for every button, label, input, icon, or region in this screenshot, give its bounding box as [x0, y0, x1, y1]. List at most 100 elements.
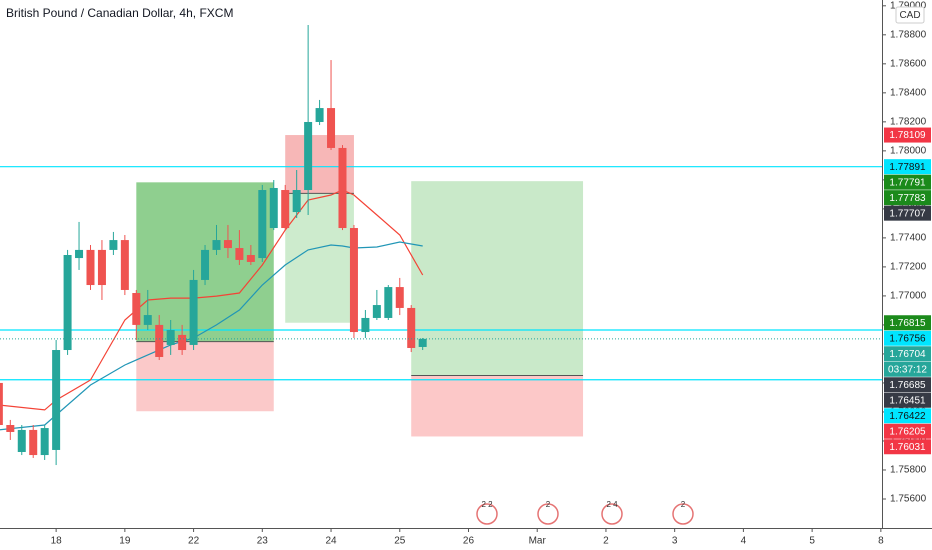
- candle-body: [155, 324, 164, 357]
- x-tick-label: 19: [119, 536, 131, 547]
- candle-body: [223, 240, 232, 249]
- price-label: 1.76815: [889, 318, 926, 329]
- candle-body: [143, 315, 152, 325]
- chart-title: British Pound / Canadian Dollar, 4h, FXC…: [6, 6, 233, 20]
- candle-body: [281, 190, 290, 229]
- price-label-box: [884, 330, 931, 346]
- price-label: 1.76451: [889, 395, 926, 406]
- candle-body: [189, 279, 198, 345]
- candle-body: [201, 249, 210, 280]
- candle-body: [212, 240, 221, 250]
- price-label: 1.76756: [889, 333, 926, 344]
- candle-body: [292, 190, 301, 213]
- moving-average: [0, 189, 424, 411]
- y-tick-label: 1.75800: [890, 465, 927, 476]
- candle-body: [327, 108, 336, 148]
- candle-body: [246, 255, 255, 262]
- x-tick-label: 3: [672, 536, 678, 547]
- price-label: 1.77783: [889, 193, 926, 204]
- x-tick-label: Mar: [529, 536, 547, 547]
- price-label: 1.76205: [889, 426, 926, 437]
- candle-body: [178, 334, 187, 351]
- x-tick-label: 2: [603, 536, 609, 547]
- y-tick-label: 1.77200: [890, 262, 927, 273]
- candle-body: [384, 287, 393, 318]
- candle-body: [17, 429, 26, 452]
- x-tick-label: 24: [325, 536, 337, 547]
- price-label-box: [884, 159, 931, 175]
- event-icon: [601, 503, 623, 525]
- candle-body: [132, 293, 141, 325]
- candle-body: [269, 187, 278, 229]
- candle-body: [349, 228, 358, 333]
- price-label-box: [884, 408, 931, 424]
- candle-body: [6, 425, 15, 432]
- price-label-box: [884, 315, 931, 331]
- price-label-box: [884, 377, 931, 393]
- candle-body: [235, 248, 244, 260]
- event-label: 2: [681, 500, 686, 509]
- candle-body: [315, 108, 324, 122]
- candle-body: [407, 307, 416, 348]
- price-label: 1.76685: [889, 380, 926, 391]
- event-icon: [537, 503, 559, 525]
- candle-body: [29, 429, 38, 456]
- candle-body: [97, 249, 106, 286]
- y-tick-label: 1.75600: [890, 494, 927, 505]
- candle-body: [338, 147, 347, 229]
- candle-body: [63, 255, 72, 351]
- price-label-box: [884, 190, 931, 206]
- price-label: 1.78109: [889, 130, 926, 141]
- candle-body: [395, 287, 404, 308]
- candle-body: [258, 190, 267, 259]
- event-label: 2 2: [481, 500, 493, 509]
- x-tick-label: 5: [809, 536, 815, 547]
- y-tick-label: 1.79000: [890, 0, 927, 11]
- candle-body: [120, 240, 129, 290]
- event-label: 2 4: [606, 500, 618, 509]
- price-label: 1.76704: [889, 349, 926, 360]
- y-tick-label: 1.77000: [890, 291, 927, 302]
- candle-body: [166, 330, 175, 345]
- loss-zone: [411, 375, 584, 437]
- price-label-box: [884, 174, 931, 190]
- profit-zone: [411, 181, 584, 376]
- x-tick-label: 18: [51, 536, 63, 547]
- price-label: 1.77791: [889, 177, 926, 188]
- candle-body: [52, 350, 61, 450]
- y-tick-label: 1.78600: [890, 58, 927, 69]
- candle-body: [304, 121, 313, 191]
- price-label-box: [884, 127, 931, 143]
- currency-badge: [895, 6, 925, 24]
- x-tick-label: 23: [257, 536, 269, 547]
- y-tick-label: 1.78800: [890, 29, 927, 40]
- event-icon: [476, 503, 498, 525]
- price-label: 1.77707: [889, 208, 926, 219]
- candle-body: [361, 317, 370, 333]
- x-tick-label: 25: [394, 536, 406, 547]
- candle-body: [40, 428, 49, 456]
- event-icon: [672, 503, 694, 525]
- plot-area: [0, 24, 882, 466]
- price-label-box: [884, 346, 931, 362]
- x-tick-label: 26: [463, 536, 475, 547]
- price-label: 1.77891: [889, 162, 926, 173]
- price-label: 1.76031: [889, 442, 926, 453]
- price-label-box: [884, 439, 931, 455]
- event-label: 2: [546, 500, 551, 509]
- price-label-box: [884, 423, 931, 439]
- price-label-box: [884, 392, 931, 408]
- price-label-box: [884, 205, 931, 221]
- y-tick-label: 1.77400: [890, 233, 927, 244]
- candle-body: [372, 305, 381, 318]
- price-label-box: [884, 361, 931, 377]
- x-tick-label: 8: [878, 536, 884, 547]
- price-label: 1.76422: [889, 411, 926, 422]
- y-tick-label: 1.78000: [890, 145, 927, 156]
- candle-body: [418, 338, 427, 347]
- x-tick-label: 22: [188, 536, 200, 547]
- y-tick-label: 1.78400: [890, 87, 927, 98]
- price-label: 03:37:12: [888, 364, 927, 375]
